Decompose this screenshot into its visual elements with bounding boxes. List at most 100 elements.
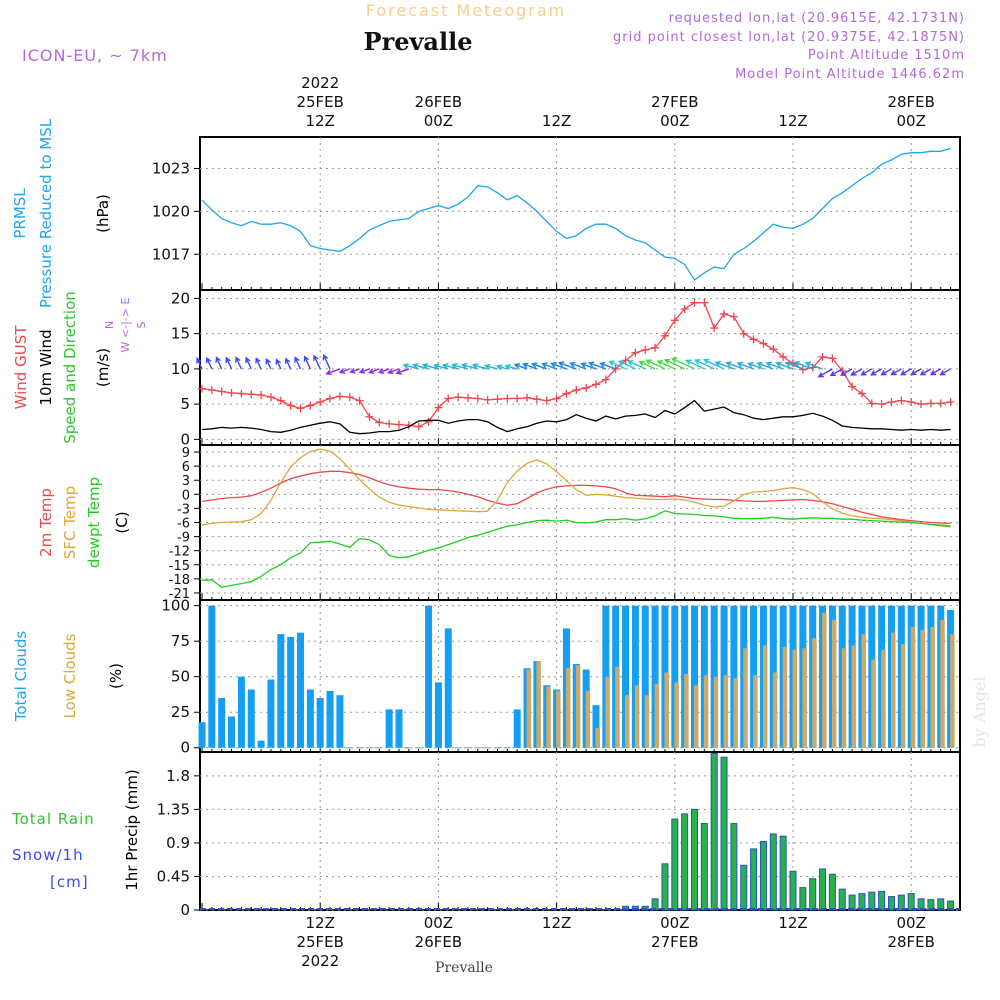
wind-arrow (880, 368, 892, 376)
wind-arrow (899, 368, 912, 376)
gust-point (739, 329, 748, 338)
gust-point (877, 400, 886, 409)
wind-arrow (245, 356, 252, 370)
low-cloud-bar (526, 669, 532, 748)
wind-arrow (775, 361, 794, 370)
wind-arrow (663, 358, 685, 370)
gust-point (316, 398, 325, 407)
header: Forecast Meteogram Prevalle ICON-EU, ~ 7… (22, 1, 965, 82)
info-line-4: Model Point Altitude 1446.62m (735, 67, 965, 82)
wind-arrow (530, 362, 547, 370)
series-line-temperature-0 (201, 470, 951, 525)
gust-point (897, 396, 906, 405)
wind-arrow (599, 361, 616, 370)
bottom-time-label: 00Z (424, 914, 453, 932)
total-cloud-bar (326, 690, 334, 748)
y-tick-label: -9 (177, 531, 190, 546)
total-cloud-bar (257, 740, 265, 748)
gust-point (424, 417, 433, 426)
low-cloud-bar (940, 619, 945, 748)
gust-point (710, 324, 719, 333)
rain-bar (789, 870, 797, 911)
top-time-label: 00Z (660, 112, 689, 130)
wind-arrow (860, 368, 873, 376)
panel-pressure: 1017 1020 1023 PRMSL Pressure Reduced to MSL… (11, 118, 961, 308)
side-label: Wind GUST (12, 325, 30, 410)
low-cloud-bar (851, 645, 857, 748)
total-cloud-bar (247, 689, 255, 748)
gust-point (848, 382, 857, 391)
wind-arrow (890, 368, 902, 376)
bottom-station-label: Prevalle (435, 960, 493, 976)
side-label: SFC Temp (61, 486, 79, 559)
side-label: Total Clouds (12, 631, 30, 723)
wind-arrow (580, 362, 597, 370)
wind-arrow (829, 368, 843, 377)
low-cloud-bar (644, 695, 650, 748)
rain-bar (799, 887, 807, 911)
gust-point (257, 390, 266, 399)
gust-point (670, 316, 679, 325)
wind-arrow (504, 363, 518, 370)
gust-point (266, 393, 275, 402)
bottom-time-label: 12Z (542, 914, 571, 932)
gust-point (660, 331, 669, 340)
rain-bar (809, 878, 817, 911)
wind-arrow (275, 358, 282, 370)
total-cloud-bar (385, 709, 393, 748)
bottom-time-label: 25FEB (296, 933, 343, 951)
y-tick-label: -3 (177, 502, 190, 517)
y-tick-label: 75 (171, 632, 190, 650)
wind-arrow (765, 361, 784, 370)
gust-point (601, 375, 610, 384)
wind-arrow (284, 357, 292, 370)
side-label: PRMSL (11, 188, 29, 239)
rain-bar (779, 835, 787, 911)
total-cloud-bar (395, 709, 403, 748)
bottom-time-label: 26FEB (415, 933, 462, 951)
low-cloud-bar (713, 676, 719, 748)
total-cloud-bar (228, 716, 236, 748)
low-cloud-bar (674, 682, 679, 748)
total-cloud-bar (287, 636, 295, 748)
wind-arrow (685, 359, 705, 370)
wind-arrow (303, 355, 311, 370)
bottom-time-label: 12Z (778, 914, 807, 932)
gust-point (463, 393, 472, 402)
compass-west-east: W <-|-> E (119, 298, 132, 353)
wind-arrow (294, 356, 302, 370)
y-tick-label: -12 (169, 545, 190, 560)
bottom-time-label: 12Z (306, 914, 335, 932)
wind-arrow (338, 368, 350, 374)
gust-point (798, 365, 807, 374)
low-cloud-bar (546, 686, 551, 748)
y-tick-label: 3 (182, 474, 190, 489)
gust-point (296, 404, 305, 413)
y-tick-label: 9 (182, 446, 190, 461)
y-tick-label: 20 (171, 289, 190, 307)
low-cloud-bar (910, 626, 916, 748)
gust-point (532, 395, 541, 404)
rain-bar (838, 888, 846, 911)
total-cloud-bar (651, 605, 659, 748)
total-cloud-bar (622, 605, 630, 748)
total-cloud-bar (218, 698, 226, 748)
rain-bar (878, 890, 886, 911)
top-time-label: 12Z (306, 112, 335, 130)
top-time-label: 2022 (301, 74, 339, 92)
top-time-label: 12Z (778, 112, 807, 130)
gust-point (355, 396, 364, 405)
top-time-label: 25FEB (296, 93, 343, 111)
wind-arrow (587, 361, 607, 370)
bottom-time-label: 27FEB (651, 933, 698, 951)
wind-arrow (358, 368, 370, 374)
bottom-time-label: 00Z (660, 914, 689, 932)
wind-arrow (656, 360, 676, 370)
wind-arrow (325, 368, 341, 376)
gust-point (936, 399, 945, 408)
gust-point (483, 395, 492, 404)
wind-arrow (817, 368, 833, 378)
wind-arrow (368, 368, 380, 374)
low-cloud-bar (733, 678, 738, 748)
low-cloud-bar (930, 626, 935, 748)
